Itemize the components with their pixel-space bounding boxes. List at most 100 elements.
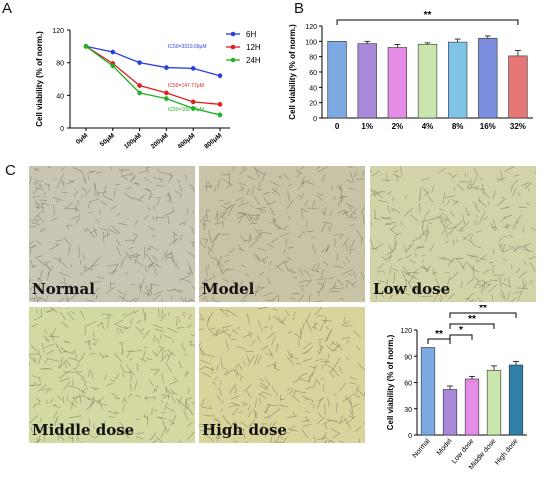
micrograph-cell <box>279 434 283 440</box>
micrograph-cell <box>33 403 38 406</box>
micrograph-cell <box>517 192 521 197</box>
micrograph-cell <box>288 184 293 187</box>
micrograph-cell <box>122 404 125 413</box>
chart-b-x-tick-label-0: 0 <box>335 122 340 131</box>
micrograph-cell <box>214 418 219 421</box>
micrograph-cell <box>191 286 195 290</box>
micrograph-cell <box>477 221 480 225</box>
micrograph-cell <box>215 213 218 219</box>
micrograph-cell <box>344 396 353 406</box>
micrograph-cell <box>154 328 165 332</box>
micrograph-cell <box>289 267 296 274</box>
micrograph-cell <box>222 267 228 274</box>
micrograph-cell <box>389 294 394 300</box>
micrograph-cell <box>71 349 76 355</box>
micrograph-cell <box>98 398 103 410</box>
micrograph-cell <box>169 392 178 395</box>
chart-b-bar-chart: 0 20 40 60 80 100 120 0 1% 2% 4% 8% 16% 32% Cell viabi… <box>288 10 533 131</box>
micrograph-cell <box>286 356 295 366</box>
chart-a-annotation-12h: IC50=147.77μM <box>168 83 204 89</box>
chart-a-line-12h <box>85 45 221 105</box>
micrograph-cell <box>145 253 153 263</box>
micrograph-cell <box>100 403 107 406</box>
micrograph-cell <box>148 264 155 267</box>
micrograph-cell <box>210 257 218 259</box>
micrograph-cell <box>29 415 38 424</box>
micrograph-cell <box>257 247 266 252</box>
micrograph-cell <box>356 388 365 396</box>
micrograph-cell <box>502 258 507 261</box>
micrograph-cell <box>334 420 339 423</box>
micrograph-cell <box>143 188 152 192</box>
micrograph-cell <box>153 409 158 411</box>
chart-a-point-24h <box>137 90 142 96</box>
chart-b-x-tick-label-1pct: 1% <box>361 122 373 131</box>
micrograph-cell <box>312 378 317 389</box>
chart-a-x-tick-label-50um: 50μM <box>99 132 116 148</box>
micrograph-cell <box>262 291 274 297</box>
micrograph-cell <box>63 381 71 390</box>
micrograph-cell <box>147 206 151 210</box>
micrograph-cell <box>45 338 50 343</box>
micrograph-cell <box>419 187 422 200</box>
micrograph-cell <box>238 363 243 371</box>
micrograph-cell <box>215 258 224 268</box>
micrograph-cell <box>338 366 343 374</box>
micrograph-label-normal: Normal <box>32 280 95 298</box>
micrograph-cell <box>34 255 43 259</box>
micrograph-cell <box>130 171 134 176</box>
micrograph-cell <box>114 320 123 325</box>
micrograph-cell <box>242 333 254 338</box>
micrograph-cell <box>403 270 408 276</box>
micrograph-cell <box>46 349 55 356</box>
micrograph-cell <box>59 371 69 379</box>
micrograph-cell <box>161 411 166 414</box>
micrograph-cell-network <box>199 166 365 302</box>
micrograph-cell <box>513 290 522 294</box>
micrograph-cell <box>116 212 121 216</box>
micrograph-cell <box>160 333 163 340</box>
micrograph-cell <box>263 191 270 195</box>
chart-a-legend-marker-6h <box>230 31 236 37</box>
micrograph-cell <box>222 367 227 369</box>
micrograph-cell <box>270 363 275 366</box>
micrograph-cell <box>400 166 403 175</box>
chart-a-point-6h <box>164 65 169 70</box>
micrograph-cell <box>160 171 172 176</box>
micrograph-cell <box>473 280 480 289</box>
micrograph-cell <box>76 213 81 225</box>
micrograph-cell <box>516 287 529 290</box>
micrograph-cell <box>115 355 123 362</box>
micrograph-cell <box>444 195 456 199</box>
micrograph-cell <box>351 239 355 248</box>
micrograph-cell <box>403 245 408 254</box>
micrograph-cell <box>205 277 213 282</box>
micrograph-cell <box>311 243 317 254</box>
micrograph-cell <box>199 286 205 289</box>
micrograph-cell <box>108 228 119 235</box>
micrograph-cell <box>188 314 192 320</box>
micrograph-cell <box>181 346 186 352</box>
micrograph-cell <box>38 354 42 364</box>
micrograph-cell <box>513 245 522 252</box>
chart-b-y-tick-label: 40 <box>309 85 317 92</box>
micrograph-cell <box>278 227 286 230</box>
micrograph-cell <box>273 316 282 324</box>
micrograph-cell <box>482 183 484 195</box>
micrograph-label-middle-dose: Middle dose <box>32 421 135 439</box>
micrograph-cell <box>326 330 332 342</box>
micrograph-cell-network <box>29 307 195 443</box>
micrograph-cell <box>236 370 238 378</box>
micrograph-cell <box>32 195 41 198</box>
micrograph-cell <box>505 206 510 209</box>
micrograph-cell <box>456 183 465 191</box>
micrograph-cell <box>292 311 296 321</box>
micrograph-cell <box>252 408 258 419</box>
micrograph-middle-dose: Middle dose <box>29 307 195 443</box>
micrograph-cell <box>220 407 223 412</box>
micrograph-cell <box>134 380 138 390</box>
micrograph-cell <box>508 234 513 238</box>
micrograph-cell <box>444 240 449 244</box>
micrograph-cell <box>69 180 75 183</box>
micrograph-cell <box>483 191 491 199</box>
